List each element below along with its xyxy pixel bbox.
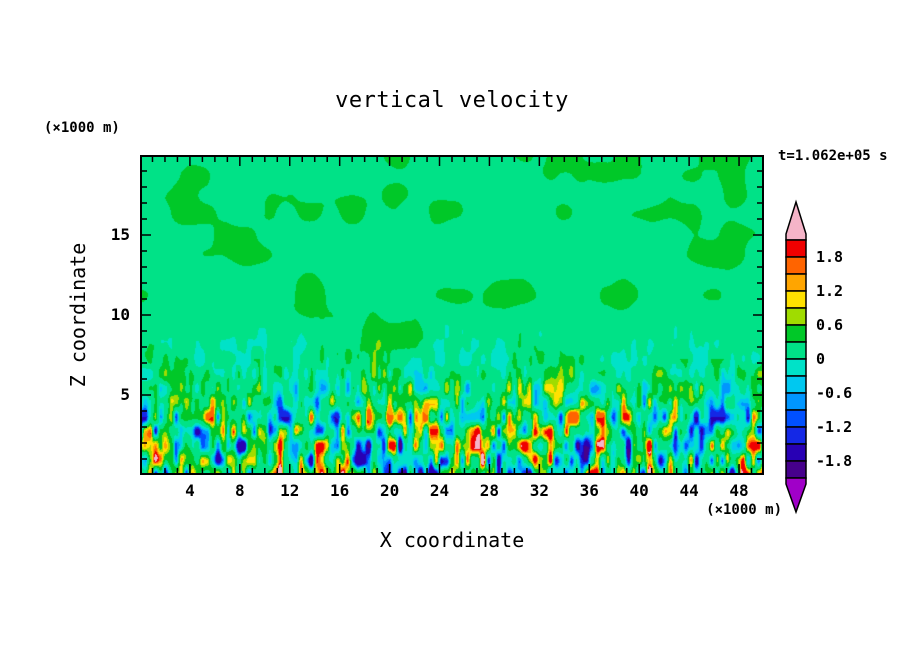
colorbar-segment [785,290,807,309]
x-tick-label: 20 [379,481,400,500]
x-tick-label: 8 [235,481,245,500]
x-tick-label: 28 [479,481,500,500]
colorbar-tick-label: -1.8 [816,452,852,470]
heatmap-field [140,155,764,475]
x-axis-unit-label: (×1000 m) [706,502,782,518]
colorbar-segment [785,426,807,445]
colorbar-segment [785,256,807,275]
y-tick-label: 5 [120,385,130,404]
colorbar-segment [785,443,807,462]
x-tick-label: 48 [729,481,749,500]
x-tick-label: 40 [629,481,649,500]
colorbar-under-arrow [785,477,807,515]
y-axis-title: Z coordinate [66,242,90,388]
x-tick-label: 32 [529,481,549,500]
colorbar-segment [785,375,807,394]
colorbar: 1.8 1.2 0.6 0 -0.6 -1.2 -1.8 [785,199,852,515]
chart-title: vertical velocity [335,88,569,113]
time-annotation: t=1.062e+05 s [778,148,888,164]
x-tick-label: 44 [679,481,699,500]
colorbar-segment [785,409,807,428]
colorbar-tick-label: 0 [816,350,825,368]
colorbar-tick-label: -0.6 [816,384,852,402]
colorbar-over-arrow [785,199,807,241]
x-tick-label: 16 [330,481,350,500]
y-axis-unit-label: (×1000 m) [44,120,120,136]
x-tick-label: 36 [579,481,599,500]
y-tick-label: 15 [110,225,130,244]
x-axis-title: X coordinate [379,528,525,552]
colorbar-segment [785,273,807,292]
colorbar-segment [785,358,807,377]
colorbar-segment [785,324,807,343]
colorbar-tick-label: 1.2 [816,282,843,300]
colorbar-tick-label: -1.2 [816,418,852,436]
colorbar-tick-label: 1.8 [816,248,843,266]
colorbar-segment [785,307,807,326]
x-tick-label: 12 [280,481,300,500]
x-tick-label: 4 [185,481,195,500]
colorbar-segment [785,460,807,479]
colorbar-segment [785,341,807,360]
x-tick-label: 24 [429,481,450,500]
colorbar-segment [785,239,807,258]
colorbar-segment [785,392,807,411]
y-tick-label: 10 [110,305,130,324]
colorbar-tick-label: 0.6 [816,316,843,334]
